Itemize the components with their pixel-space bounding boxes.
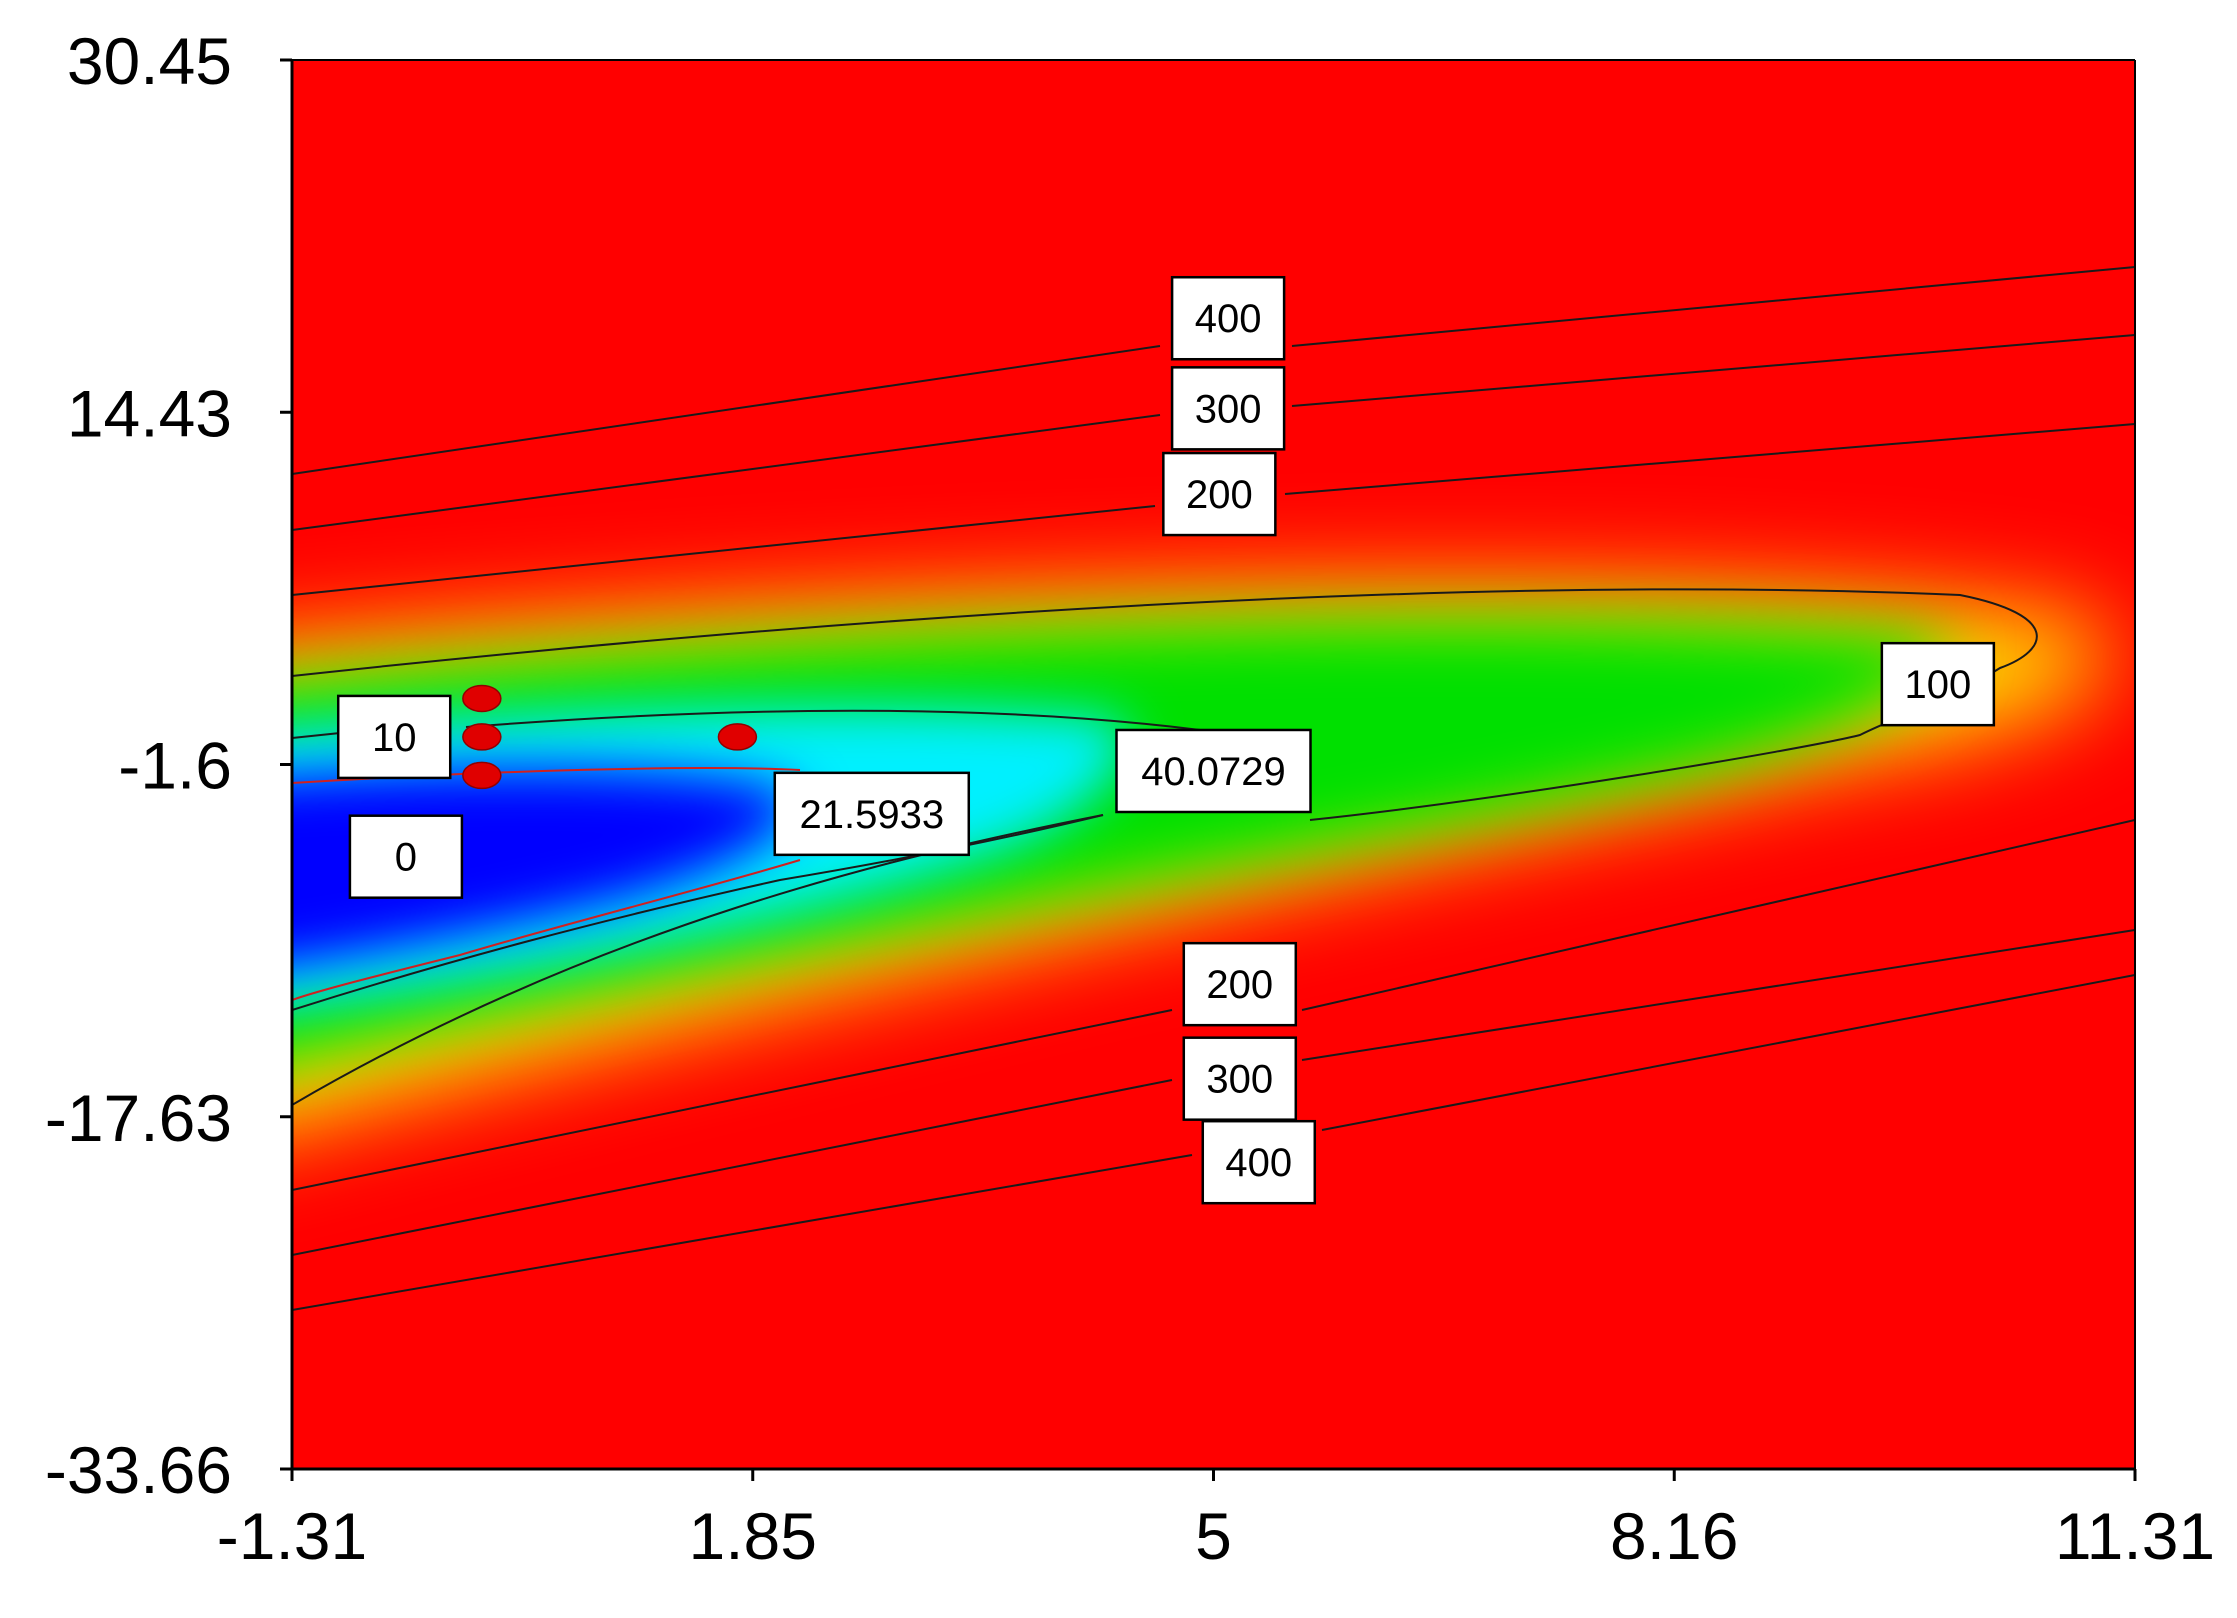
- contour-label: 300: [1182, 1036, 1298, 1121]
- contour-lines: [292, 266, 2135, 1311]
- contour-label-box: [1880, 641, 1996, 727]
- x-axis-ticks: -1.31 1.85 5 8.16 11.31: [217, 1469, 2215, 1573]
- contour-label-box: [1115, 728, 1312, 814]
- data-points: [462, 684, 758, 790]
- contour-label-box: [336, 694, 452, 780]
- y-axis-ticks: 30.45 14.43 -1.6 -17.63 -33.66: [45, 24, 292, 1507]
- contour-line-300-lower: [292, 929, 2135, 1256]
- contour-label-box: [1182, 1036, 1298, 1121]
- y-tick-label: -17.63: [45, 1081, 232, 1155]
- contour-label-text: 300: [1195, 387, 1262, 431]
- contour-label-box: [1170, 366, 1286, 451]
- contour-label-text: 200: [1186, 473, 1253, 517]
- contour-label-text: 40.0729: [1141, 750, 1286, 794]
- contour-line-300-upper: [292, 334, 2135, 531]
- x-tick-label: 5: [1195, 1499, 1232, 1573]
- x-tick-label: -1.31: [217, 1499, 367, 1573]
- y-tick-label: 30.45: [67, 24, 232, 98]
- y-tick-label: -1.6: [118, 729, 232, 803]
- contour-label-text: 10: [372, 716, 417, 760]
- contour-label: 0: [348, 814, 464, 899]
- x-tick-label: 1.85: [689, 1499, 817, 1573]
- x-tick-label: 11.31: [2055, 1499, 2215, 1573]
- contour-label-text: 400: [1195, 297, 1262, 341]
- data-point: [717, 723, 758, 751]
- y-tick-label: -33.66: [45, 1433, 232, 1507]
- contour-label: 400: [1201, 1119, 1317, 1205]
- contour-label: 200: [1162, 451, 1277, 537]
- contour-label: 40.0729: [1115, 728, 1312, 814]
- contour-label: 100: [1880, 641, 1996, 727]
- contour-label: 400: [1170, 275, 1286, 361]
- contour-line-400-upper: [292, 266, 2135, 475]
- x-tick-label: 8.16: [1610, 1499, 1738, 1573]
- contour-label: 300: [1170, 366, 1286, 451]
- contour-label-box: [773, 771, 971, 857]
- contour-label-text: 400: [1225, 1141, 1292, 1185]
- data-point: [462, 684, 502, 713]
- contour-label: 10: [336, 694, 452, 780]
- contour-label-box: [348, 814, 464, 899]
- contour-line-40: [292, 709, 1201, 1011]
- contour-label-box: [1170, 275, 1286, 361]
- contour-line-200-lower: [292, 819, 2135, 1191]
- contour-label-text: 100: [1904, 663, 1971, 707]
- contour-line-200-upper: [292, 423, 2135, 596]
- contour-label-box: [1182, 941, 1298, 1027]
- contour-label-text: 0: [395, 836, 417, 880]
- y-tick-label: 14.43: [67, 376, 232, 450]
- contour-label-text: 200: [1206, 963, 1273, 1007]
- contour-label-box: [1162, 451, 1277, 537]
- contour-line-400-lower: [292, 974, 2135, 1311]
- data-point: [462, 723, 502, 751]
- data-point: [462, 761, 502, 790]
- contour-label-box: [1201, 1119, 1317, 1205]
- contour-line-100: [292, 588, 2038, 1106]
- contour-label-text: 21.5933: [799, 793, 944, 837]
- contour-label: 200: [1182, 941, 1298, 1027]
- heat-field: [292, 585, 2115, 1127]
- contour-label: 21.5933: [773, 771, 971, 857]
- contour-label-text: 300: [1206, 1058, 1273, 1102]
